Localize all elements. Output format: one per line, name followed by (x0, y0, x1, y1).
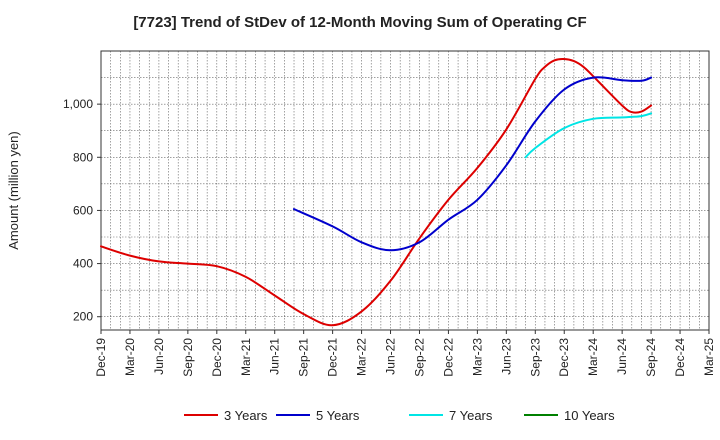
x-tick-label: Dec-22 (441, 338, 455, 377)
x-tick-label: Mar-24 (586, 338, 600, 376)
x-tick-label: Mar-20 (123, 338, 137, 376)
x-axis: Dec-19 Mar-20 Jun-20 Sep-20 Dec-20 Mar-21 Jun-… (94, 330, 716, 377)
legend: 3 Years 5 Years 7 Years 10 Years (184, 408, 615, 423)
x-tick-label: Mar-25 (702, 338, 716, 376)
x-tick-label: Dec-19 (94, 338, 108, 377)
legend-label-10-years: 10 Years (564, 408, 615, 423)
x-tick-label: Mar-23 (470, 338, 484, 376)
x-tick-label: Sep-21 (297, 338, 311, 377)
x-tick-label: Jun-24 (615, 338, 629, 375)
x-tick-label: Sep-23 (528, 338, 542, 377)
y-axis: 200 400 600 800 1,000 (63, 97, 101, 324)
x-tick-label: Dec-24 (673, 338, 687, 377)
series-layer (100, 57, 653, 327)
grid-layer (100, 50, 710, 330)
x-tick-label: Sep-22 (412, 338, 426, 377)
plot-frame (100, 50, 710, 331)
x-tick-label: Mar-21 (239, 338, 253, 376)
legend-label-5-years: 5 Years (316, 408, 360, 423)
x-tick-label: Jun-23 (499, 338, 513, 375)
series-line-3-years (100, 57, 653, 327)
x-tick-label: Jun-20 (152, 338, 166, 375)
y-tick-label: 1,000 (63, 97, 93, 111)
y-tick-label: 400 (73, 257, 93, 271)
y-axis-label: Amount (million yen) (6, 131, 21, 250)
legend-label-3-years: 3 Years (224, 408, 268, 423)
series-line-5-years (293, 76, 653, 252)
legend-label-7-years: 7 Years (449, 408, 493, 423)
x-tick-label: Dec-21 (326, 338, 340, 377)
x-tick-label: Dec-20 (210, 338, 224, 377)
series-line-7-years (524, 112, 653, 159)
chart-title: [7723] Trend of StDev of 12-Month Moving… (133, 14, 587, 31)
x-tick-label: Jun-21 (268, 338, 282, 375)
y-tick-label: 800 (73, 150, 93, 164)
x-tick-label: Jun-22 (384, 338, 398, 375)
x-tick-label: Dec-23 (557, 338, 571, 377)
x-tick-label: Sep-24 (644, 338, 658, 377)
x-tick-label: Mar-22 (355, 338, 369, 376)
y-tick-label: 600 (73, 203, 93, 217)
x-tick-label: Sep-20 (181, 338, 195, 377)
y-tick-label: 200 (73, 310, 93, 324)
